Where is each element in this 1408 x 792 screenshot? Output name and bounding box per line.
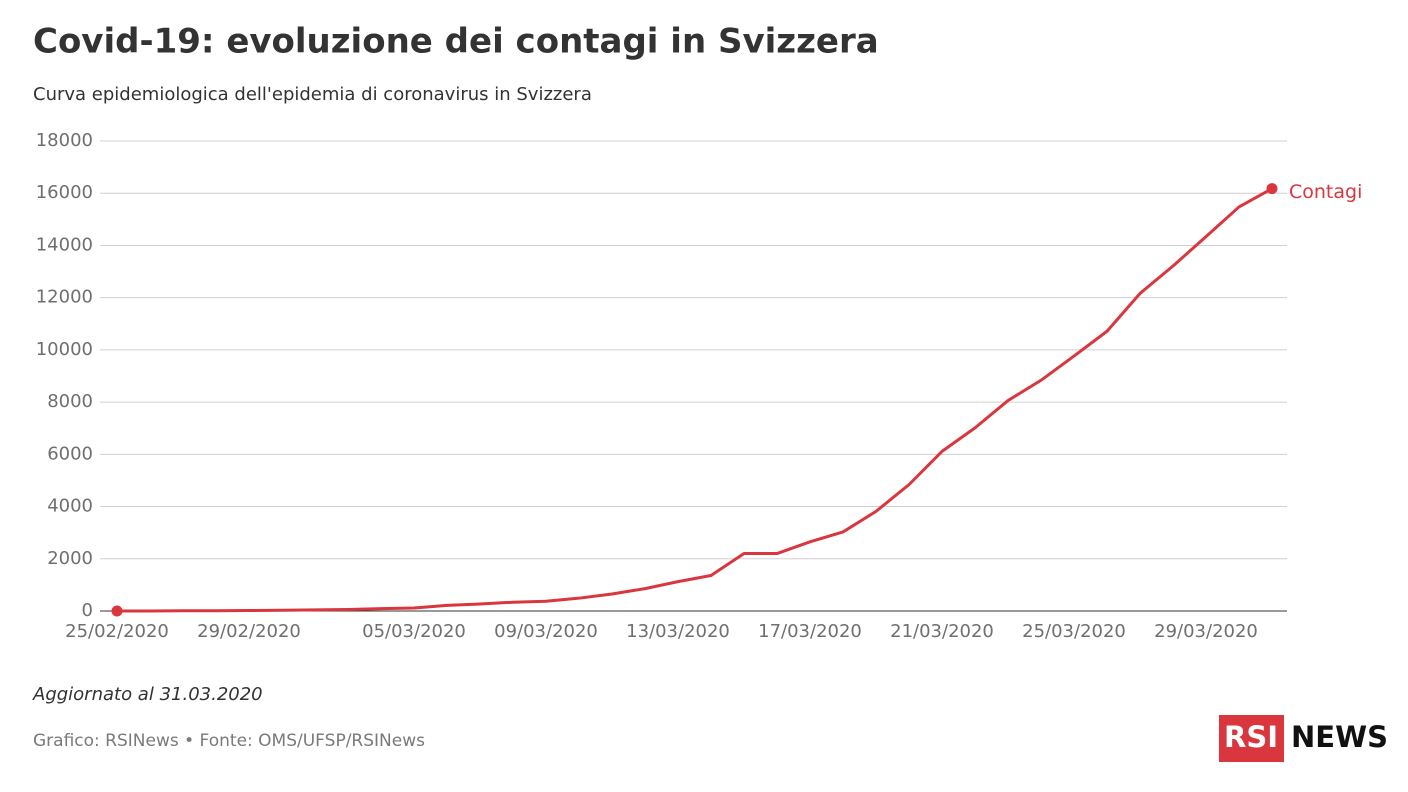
- x-tick-label: 29/03/2020: [1154, 621, 1258, 642]
- source: Grafico: RSINews • Fonte: OMS/UFSP/RSINe…: [33, 731, 425, 751]
- y-tick-label: 14000: [36, 234, 93, 255]
- x-tick-label: 05/03/2020: [362, 621, 466, 642]
- chart-title: Covid-19: evoluzione dei contagi in Sviz…: [33, 22, 879, 62]
- y-tick-label: 0: [82, 600, 93, 621]
- line: [117, 187, 1273, 613]
- x-tick-label: 25/02/2020: [65, 621, 169, 642]
- series-label: Contagi: [1289, 181, 1362, 203]
- y-tick-label: 4000: [47, 496, 93, 517]
- x-tick-label: 13/03/2020: [626, 621, 730, 642]
- end-point: [1266, 183, 1278, 195]
- x-tick-label: 29/02/2020: [197, 621, 301, 642]
- note: Aggiornato al 31.03.2020: [32, 684, 263, 705]
- x-tick-label: 25/03/2020: [1022, 621, 1126, 642]
- y-tick-label: 8000: [47, 391, 93, 412]
- y-tick-label: 18000: [36, 130, 93, 151]
- logo-left: RSI: [1224, 720, 1278, 754]
- x-tick-label: 17/03/2020: [758, 621, 862, 642]
- chart-subtitle: Curva epidemiologica dell'epidemia di co…: [33, 84, 592, 105]
- y-tick-label: 12000: [36, 287, 93, 308]
- y-tick-label: 10000: [36, 339, 93, 360]
- y-tick-label: 6000: [47, 443, 93, 464]
- logo-right: NEWS: [1291, 720, 1388, 754]
- x-tick-label: 09/03/2020: [494, 621, 598, 642]
- y-tick-label: 16000: [36, 182, 93, 203]
- y-tick-label: 2000: [47, 548, 93, 569]
- logo-box: [1219, 715, 1284, 762]
- end-point: [111, 605, 123, 617]
- x-tick-label: 21/03/2020: [890, 621, 994, 642]
